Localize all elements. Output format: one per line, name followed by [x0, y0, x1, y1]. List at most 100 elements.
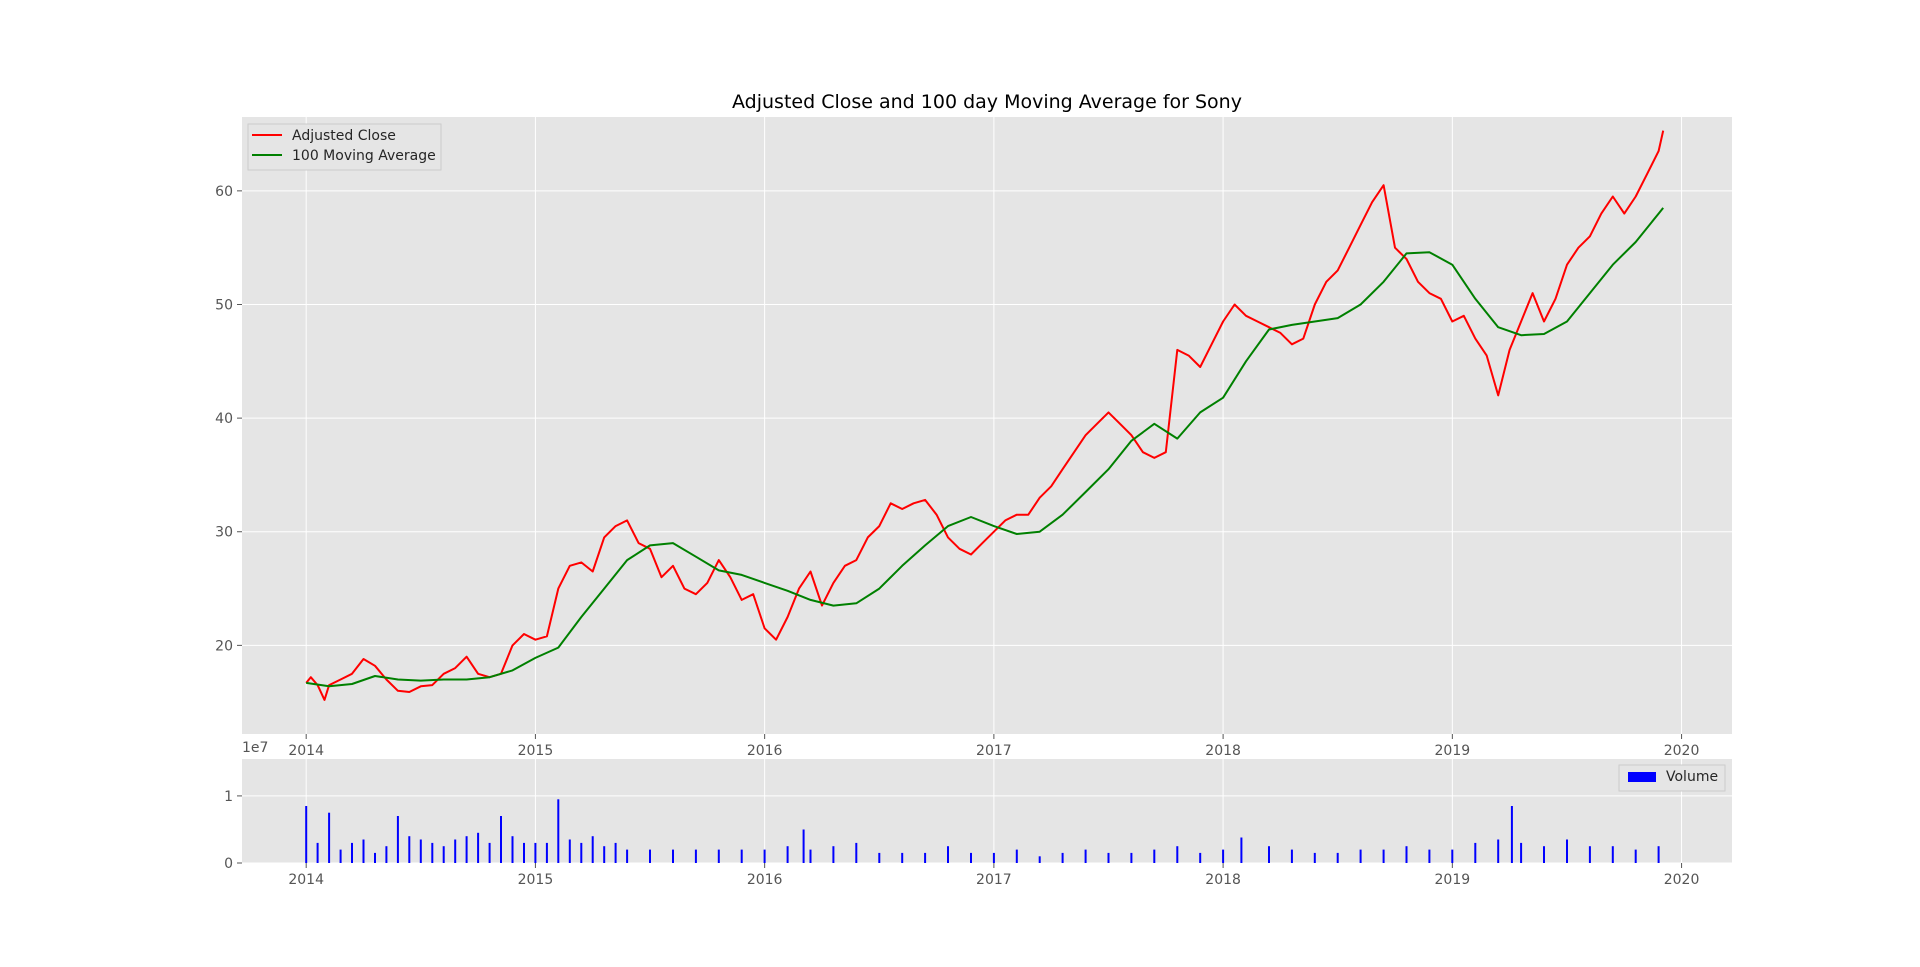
volume-bar [626, 849, 629, 863]
volume-bar [1657, 846, 1660, 863]
volume-bar [1451, 849, 1454, 863]
volume-bar [557, 799, 560, 863]
price-plot-area [242, 117, 1732, 734]
volume-bar [1153, 849, 1156, 863]
volume-bar [305, 806, 308, 863]
volume-bar [1015, 849, 1018, 863]
price-y-tick-label: 40 [215, 411, 233, 427]
volume-bar [488, 842, 491, 863]
volume-bar [454, 839, 457, 863]
volume-bar [1176, 846, 1179, 863]
volume-bar [1290, 849, 1293, 863]
price-y-tick-label: 50 [215, 297, 233, 313]
volume-x-tick-label: 2020 [1664, 872, 1700, 888]
volume-bar [992, 852, 995, 863]
volume-x-tick-label: 2019 [1435, 872, 1471, 888]
volume-y-ticks: 01 [224, 789, 242, 872]
volume-bar [1359, 849, 1362, 863]
volume-x-tick-label: 2018 [1205, 872, 1241, 888]
volume-x-tick-label: 2016 [747, 872, 783, 888]
price-y-ticks: 20 30 40 50 60 [215, 184, 242, 654]
volume-x-ticks: 2014 2015 2016 2017 2018 2019 2020 [288, 863, 1699, 888]
price-grid [242, 117, 1732, 734]
volume-chart: 01 2014 2015 2016 2017 2018 2019 2020 1e7 Volu… [224, 740, 1732, 888]
price-x-tick-label: 2017 [976, 743, 1012, 759]
volume-bar [465, 836, 468, 863]
volume-bar [1240, 837, 1243, 863]
volume-bar [901, 852, 904, 863]
volume-bar [1611, 846, 1614, 863]
price-y-tick-label: 20 [215, 638, 233, 654]
volume-plot-area [242, 759, 1732, 863]
volume-bar [603, 846, 606, 863]
volume-bar [1405, 846, 1408, 863]
volume-bar [1038, 856, 1041, 863]
volume-bar [1313, 852, 1316, 863]
volume-bar [878, 852, 881, 863]
volume-bar [534, 842, 537, 863]
volume-bar [1510, 806, 1513, 863]
volume-bar [580, 842, 583, 863]
volume-bar [1084, 849, 1087, 863]
volume-bar [924, 852, 927, 863]
volume-bar [1382, 849, 1385, 863]
volume-bar [694, 849, 697, 863]
volume-bar [1336, 852, 1339, 863]
price-series [305, 130, 1665, 701]
volume-bar [545, 842, 548, 863]
volume-bar [740, 849, 743, 863]
price-legend-box [247, 123, 442, 171]
volume-bar [614, 842, 617, 863]
volume-bar [568, 839, 571, 863]
price-y-tick-label: 60 [215, 184, 233, 200]
volume-bar [385, 846, 388, 863]
volume-bar [970, 852, 972, 863]
volume-bar [809, 849, 812, 863]
legend-swatch-volume [1628, 772, 1656, 782]
volume-bar [523, 842, 525, 863]
price-x-tick-label: 2015 [518, 743, 554, 759]
volume-bar [408, 836, 411, 863]
volume-legend[interactable]: Volume [1618, 764, 1726, 792]
volume-x-tick-label: 2014 [288, 872, 324, 888]
volume-bar [1222, 849, 1225, 863]
volume-bar [431, 842, 434, 863]
volume-bar [855, 842, 858, 863]
volume-bar [1566, 839, 1568, 863]
volume-x-tick-label: 2017 [976, 872, 1012, 888]
volume-bar [1061, 852, 1064, 863]
volume-bar [419, 839, 422, 863]
volume-bar [1428, 849, 1431, 863]
volume-bar [328, 812, 331, 863]
volume-bar [1497, 839, 1500, 863]
volume-bar [477, 832, 480, 863]
price-x-tick-label: 2016 [747, 743, 783, 759]
volume-bar [802, 829, 805, 863]
volume-bar [511, 836, 514, 863]
moving-average-line [306, 207, 1664, 688]
volume-bar [500, 816, 502, 863]
adjusted-close-line [305, 130, 1665, 701]
volume-bar [374, 852, 376, 863]
volume-bar [1588, 846, 1591, 863]
volume-bar [1474, 842, 1477, 863]
volume-bar [1520, 842, 1523, 863]
legend-label-moving-average: 100 Moving Average [292, 148, 436, 164]
volume-bar [649, 849, 651, 863]
volume-bar [339, 849, 342, 863]
volume-bar [442, 846, 445, 863]
volume-bar [1634, 849, 1637, 863]
chart-title: Adjusted Close and 100 day Moving Averag… [732, 91, 1242, 113]
volume-bar [362, 839, 365, 863]
volume-bar [832, 846, 835, 863]
volume-bar [1130, 852, 1133, 863]
price-x-tick-label: 2019 [1435, 743, 1471, 759]
volume-bar [717, 849, 720, 863]
price-legend[interactable]: Adjusted Close 100 Moving Average [247, 123, 442, 171]
volume-bar [763, 849, 766, 863]
volume-bar [591, 836, 594, 863]
volume-bars [305, 799, 1660, 863]
volume-bar [1543, 846, 1545, 863]
